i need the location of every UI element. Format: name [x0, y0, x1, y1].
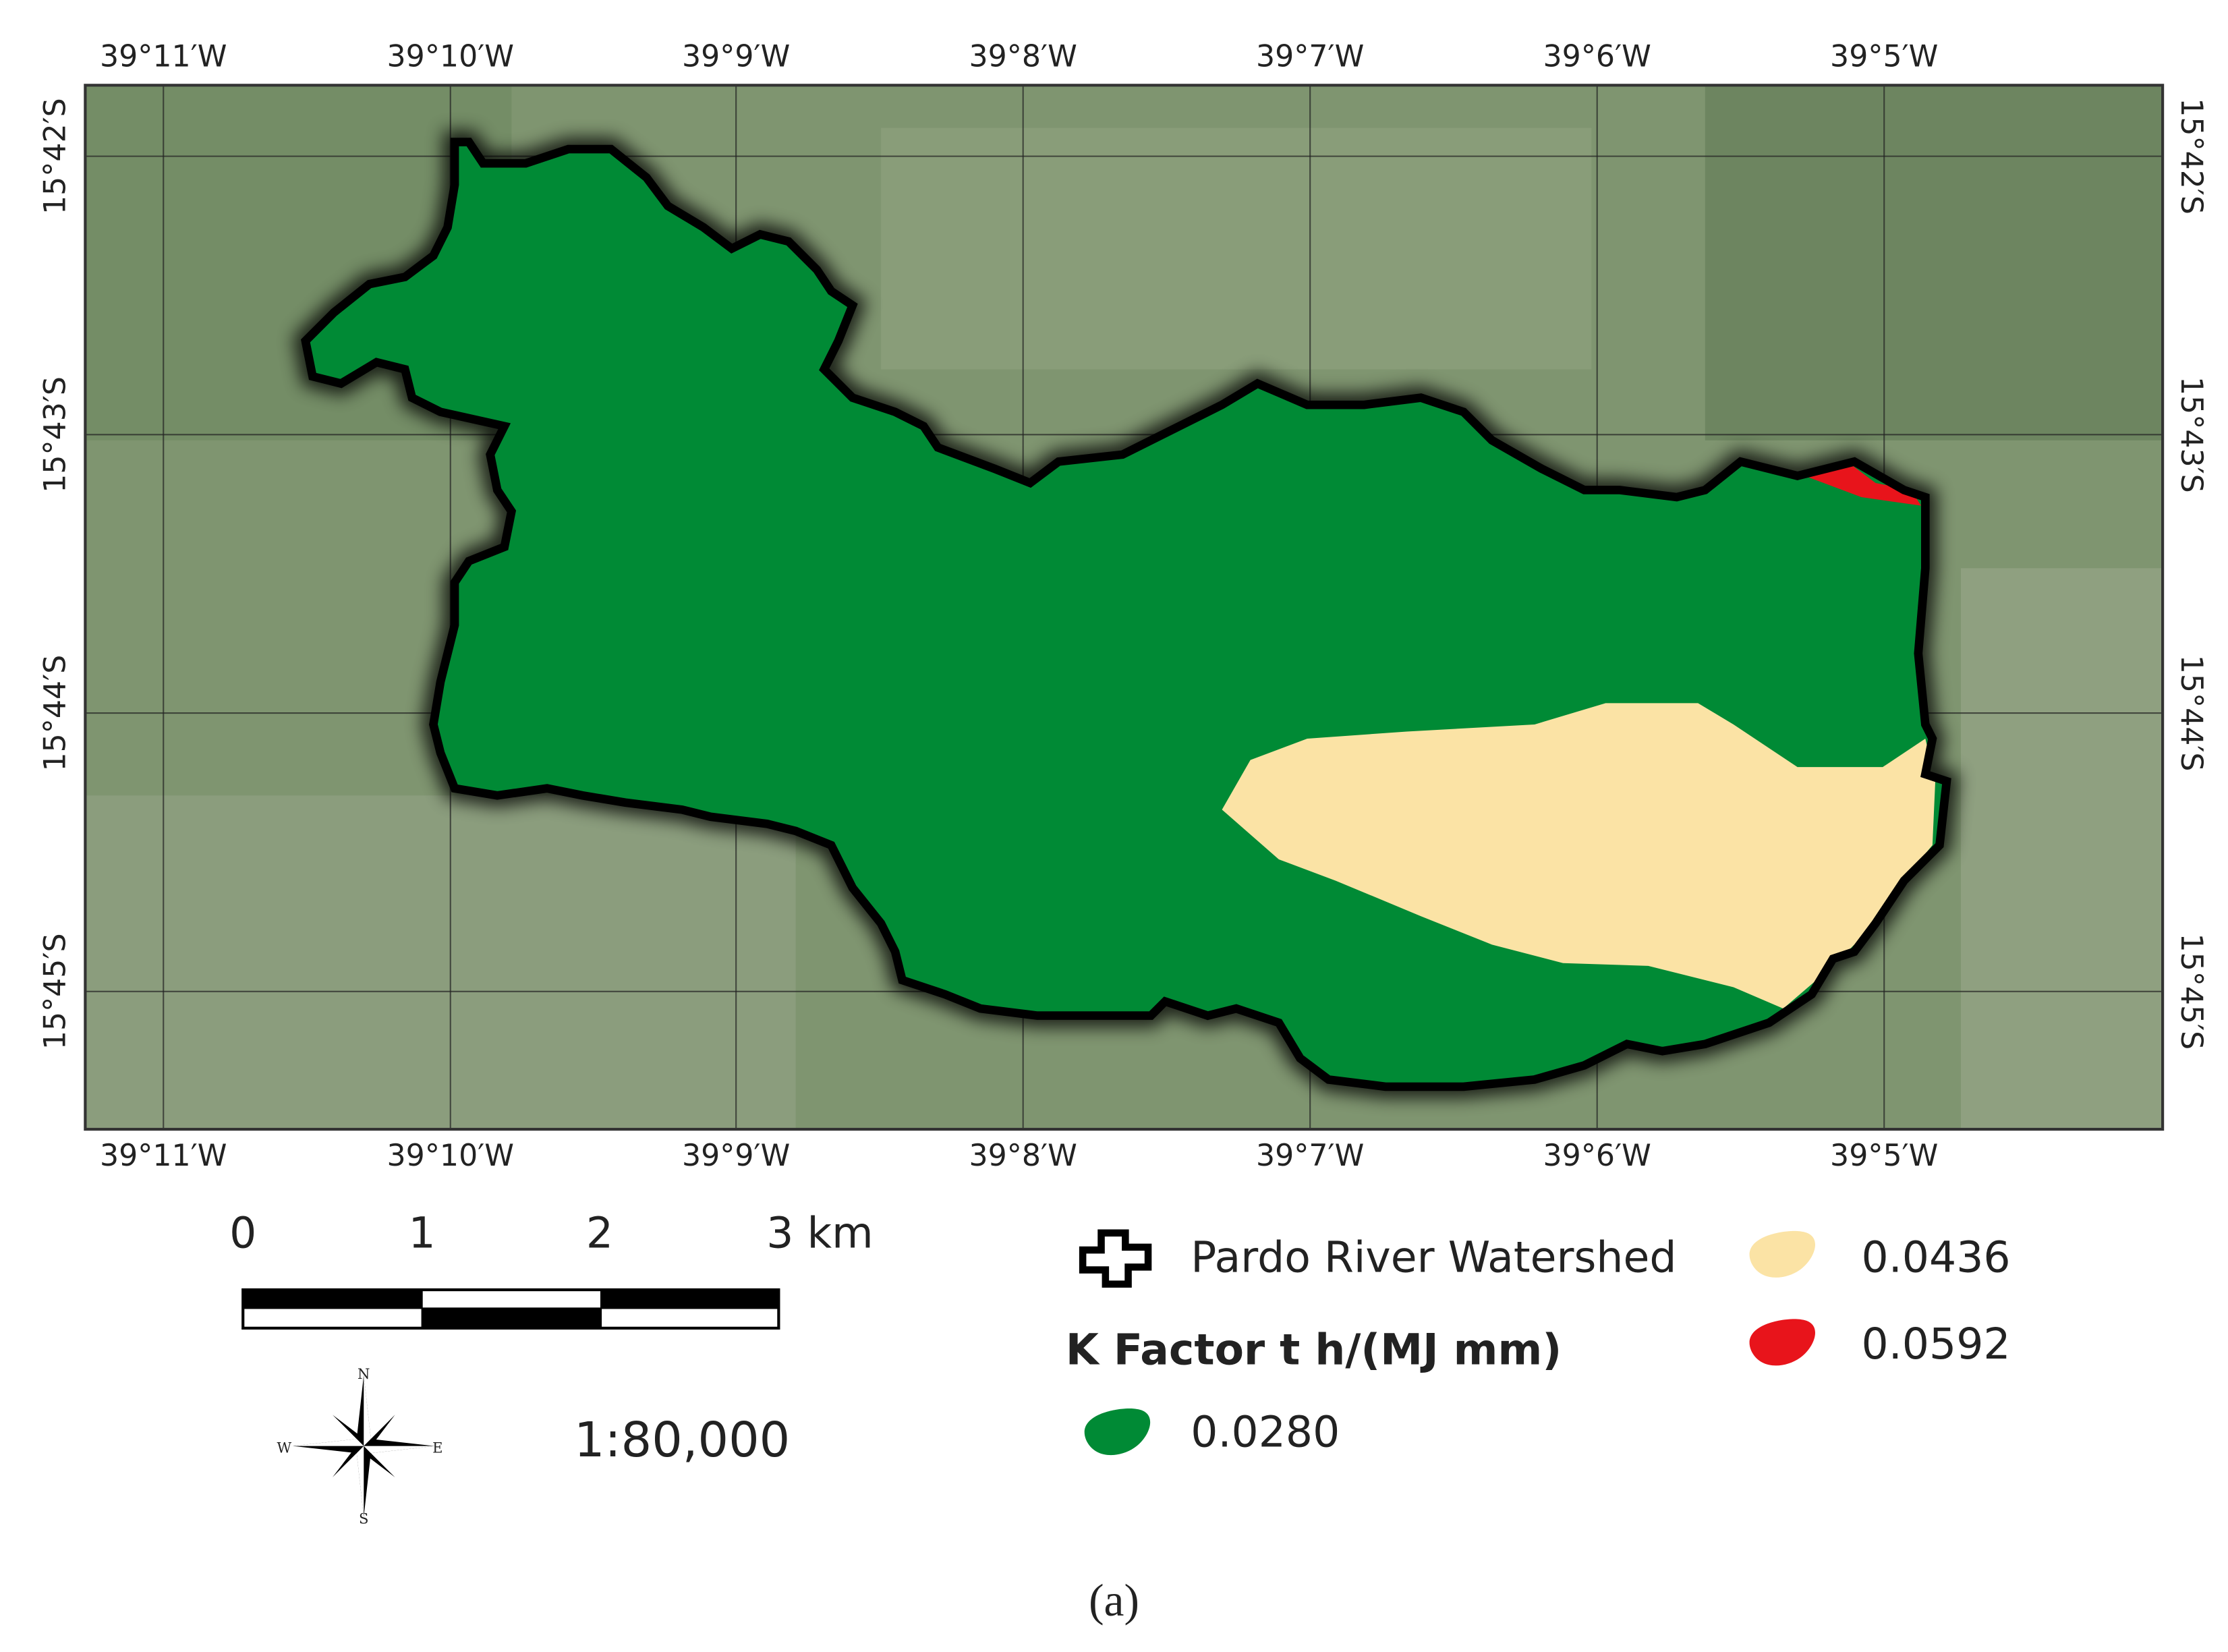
imagery-patch	[1960, 568, 2163, 1130]
scale-segment	[243, 1290, 422, 1309]
compass-letter: S	[359, 1510, 368, 1527]
scale-label: 0	[229, 1208, 256, 1258]
longitude-label: 39°7′W	[1256, 39, 1364, 74]
legend-item-label: 0.0436	[1862, 1232, 2011, 1282]
k-class-0592	[1804, 461, 1921, 506]
scale-label: 2	[586, 1208, 613, 1258]
latitude-label: 15°44′S	[38, 655, 72, 772]
compass-letter: N	[358, 1365, 370, 1382]
scale-segment	[601, 1290, 779, 1309]
scale-bar	[241, 1288, 780, 1330]
legend-title: K Factor t h/(MJ mm)	[1066, 1324, 1562, 1374]
longitude-label: 39°11′W	[100, 1139, 227, 1173]
latitude-label: 15°42′S	[2174, 98, 2208, 215]
caption: (a)	[1089, 1575, 1139, 1626]
longitude-label: 39°6′W	[1543, 1139, 1651, 1173]
compass-letter: E	[432, 1439, 442, 1456]
latitude-label: 15°45′S	[2174, 933, 2208, 1050]
legend-boundary-label: Pardo River Watershed	[1191, 1232, 1676, 1282]
scale-segment	[242, 1307, 423, 1329]
legend-swatch	[1749, 1319, 1815, 1366]
scale-segment	[421, 1288, 602, 1309]
latitude-label: 15°42′S	[38, 98, 72, 215]
longitude-label: 39°5′W	[1830, 1139, 1938, 1173]
longitude-label: 39°9′W	[682, 1139, 790, 1173]
scale-label: 1	[409, 1208, 436, 1258]
k-class-0436	[1222, 703, 1936, 1009]
longitude-label: 39°9′W	[682, 39, 790, 74]
longitude-label: 39°7′W	[1256, 1139, 1364, 1173]
legend-item-label: 0.0592	[1862, 1319, 2011, 1369]
compass-letter: W	[277, 1439, 291, 1456]
longitude-label: 39°10′W	[387, 1139, 514, 1173]
scale-segment	[422, 1308, 602, 1328]
compass-rose	[292, 1375, 435, 1517]
boundary-icon	[1079, 1229, 1152, 1288]
scale-label: 3 km	[766, 1208, 873, 1258]
imagery-patch	[881, 127, 1592, 370]
compass-diagonals	[332, 1415, 395, 1477]
longitude-label: 39°11′W	[100, 39, 227, 74]
imagery-patch	[85, 795, 796, 1130]
latitude-label: 15°43′S	[38, 376, 72, 493]
longitude-label: 39°8′W	[969, 39, 1077, 74]
longitude-label: 39°8′W	[969, 1139, 1077, 1173]
compass-highlight	[292, 1375, 435, 1517]
scale-ratio: 1:80,000	[574, 1412, 790, 1468]
longitude-label: 39°10′W	[387, 39, 514, 74]
frame-border	[84, 84, 2165, 1131]
latitude-label: 15°43′S	[2174, 376, 2208, 493]
imagery-patch	[1705, 85, 2163, 440]
legend-item-label: 0.0280	[1191, 1406, 1340, 1456]
longitude-label: 39°5′W	[1830, 39, 1938, 74]
legend-swatch	[1084, 1408, 1151, 1456]
legend-swatch	[1749, 1230, 1815, 1278]
latitude-label: 15°44′S	[2174, 655, 2208, 772]
longitude-label: 39°6′W	[1543, 39, 1651, 74]
map-frame	[84, 84, 2165, 1131]
scale-segment	[600, 1307, 780, 1329]
scale-outline	[241, 1288, 780, 1330]
latitude-label: 15°45′S	[38, 933, 72, 1050]
